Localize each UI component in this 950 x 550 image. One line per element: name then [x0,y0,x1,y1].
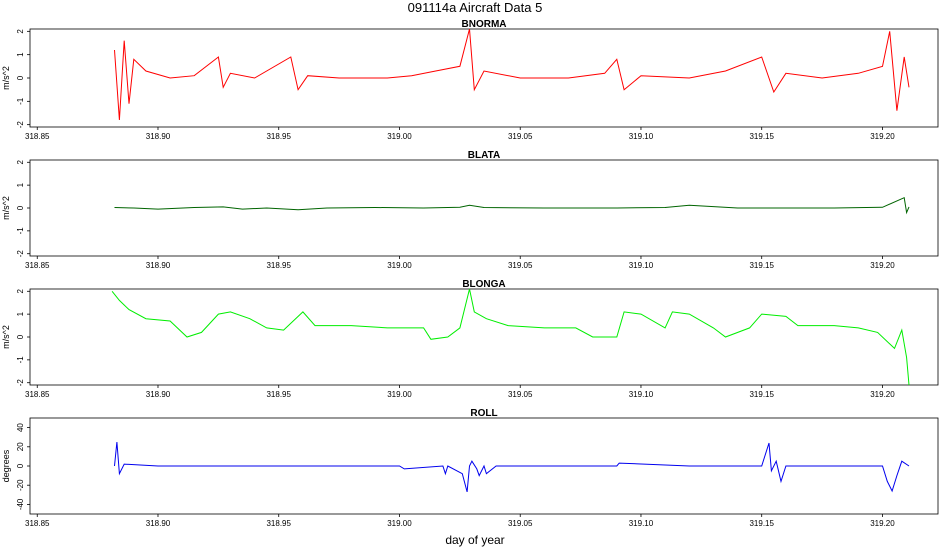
panel-title: BLONGA [462,279,505,290]
x-tick-label: 319.05 [508,390,533,399]
y-tick-label: -2 [16,121,25,129]
x-tick-label: 319.15 [749,261,774,270]
x-tick-label: 318.95 [266,519,291,528]
y-tick-label: -1 [16,356,25,364]
panel-title: BNORMA [462,19,507,30]
y-axis-label: m/s^2 [1,196,11,220]
series-line [114,196,910,215]
x-tick-label: 319.15 [749,132,774,141]
x-tick-label: 318.90 [146,519,171,528]
y-axis-label: m/s^2 [1,325,11,349]
x-tick-label: 318.90 [146,132,171,141]
x-tick-label: 319.20 [870,519,895,528]
x-tick-label: 318.85 [25,390,50,399]
x-tick-label: 318.90 [146,261,171,270]
panel-blonga: BLONGA m/s^2 -2 -1 0 1 2 318.85 318.90 318.95 319.… [1,279,939,399]
y-tick-label: 1 [16,182,25,187]
x-tick-label: 319.15 [749,390,774,399]
x-tick-label: 319.20 [870,132,895,141]
x-tick-label: 318.95 [266,390,291,399]
y-tick-label: 0 [16,205,25,210]
x-tick-label: 319.00 [387,519,412,528]
y-tick-label: 20 [16,442,25,451]
x-tick-label: 318.95 [266,261,291,270]
x-tick-label: 319.15 [749,519,774,528]
y-tick-label: -2 [16,379,25,387]
x-axis-label: day of year [445,533,504,547]
y-tick-label: 40 [16,423,25,432]
y-tick-label: 0 [16,75,25,80]
y-axis-label: m/s^2 [1,66,11,90]
y-tick-label: -20 [16,479,25,491]
x-tick-label: 319.05 [508,261,533,270]
x-tick-label: 319.00 [387,132,412,141]
y-tick-label: -40 [16,498,25,510]
panel-roll: ROLL degrees -40 -20 0 20 40 318.85 318.90 318.95… [1,408,939,528]
panel-bnorma: BNORMA m/s^2 -2 -1 0 1 2 318.85 318.90 318.95 319.… [1,19,939,141]
x-tick-label: 318.85 [25,132,50,141]
y-tick-label: 2 [16,160,25,165]
panel-blata: BLATA m/s^2 -2 -1 0 1 2 318.85 318.90 318.95 319.0… [1,150,939,270]
plot-frame [29,288,939,386]
series-line [111,289,910,385]
x-tick-label: 319.10 [629,132,654,141]
y-tick-label: 2 [16,289,25,294]
x-tick-label: 319.05 [508,519,533,528]
x-tick-label: 319.10 [629,390,654,399]
y-tick-label: 1 [16,311,25,316]
x-tick-label: 318.95 [266,132,291,141]
y-axis-label: degrees [1,449,11,482]
y-tick-label: -1 [16,97,25,105]
figure-title: 091114a Aircraft Data 5 [408,0,543,15]
plot-frame [29,28,939,128]
series-line [114,441,910,493]
panel-title: ROLL [470,408,497,419]
y-tick-label: -2 [16,250,25,258]
x-tick-label: 318.85 [25,261,50,270]
panel-title: BLATA [468,150,500,161]
x-tick-label: 319.20 [870,261,895,270]
x-tick-label: 319.00 [387,390,412,399]
x-tick-label: 319.20 [870,390,895,399]
x-tick-label: 319.05 [508,132,533,141]
y-tick-label: 0 [16,334,25,339]
y-tick-label: -1 [16,227,25,235]
x-tick-label: 319.10 [629,261,654,270]
y-tick-label: 2 [16,29,25,34]
x-tick-label: 319.00 [387,261,412,270]
series-line [114,29,910,121]
x-tick-label: 318.90 [146,390,171,399]
x-tick-label: 318.85 [25,519,50,528]
y-tick-label: 0 [16,463,25,468]
y-tick-label: 1 [16,52,25,57]
x-tick-label: 319.10 [629,519,654,528]
